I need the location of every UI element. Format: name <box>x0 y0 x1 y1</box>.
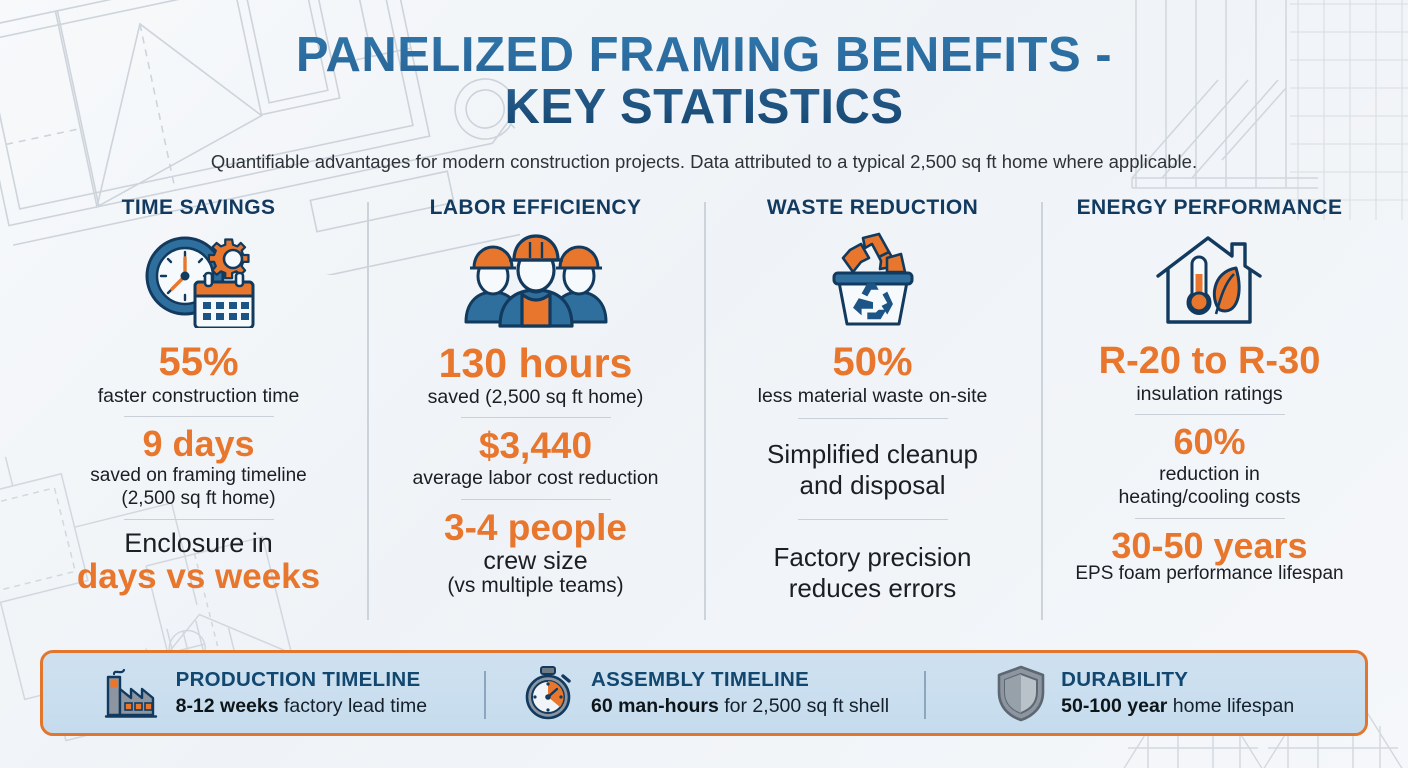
construction-workers-icon <box>460 232 612 328</box>
column-labor-efficiency: LABOR EFFICIENCY <box>367 196 704 624</box>
page-subtitle: Quantifiable advantages for modern const… <box>210 150 1198 172</box>
stat-block: 3-4 people crew size (vs multiple teams) <box>379 506 692 598</box>
stat-value: 30-50 years <box>1111 524 1308 566</box>
bottom-item-highlight: 50-100 year <box>1061 694 1168 717</box>
stat-block: 130 hours saved (2,500 sq ft home) <box>379 328 692 409</box>
stat-value: R-20 to R-30 <box>1098 340 1321 382</box>
bottom-item-assembly-timeline: ASSEMBLY TIMELINE 60 man-hours for 2,500… <box>483 653 925 733</box>
bottom-item-highlight: 60 man-hours <box>590 694 719 717</box>
stat-label: average labor cost reduction <box>412 467 659 490</box>
divider <box>460 498 611 500</box>
stat-label-line2: heating/cooling costs <box>1118 486 1301 509</box>
header: PANELIZED FRAMING BENEFITS - KEY STATIST… <box>0 0 1408 173</box>
column-title: WASTE REDUCTION <box>766 196 979 219</box>
stat-label: faster construction time <box>97 385 300 408</box>
eco-house-thermometer-icon <box>1150 232 1270 328</box>
divider <box>123 416 274 418</box>
bottom-item-text: PRODUCTION TIMELINE 8-12 weeks factory l… <box>176 668 427 718</box>
stat-label-line1: crew size <box>483 546 588 575</box>
bottom-item-production-timeline: PRODUCTION TIMELINE 8-12 weeks factory l… <box>43 653 484 733</box>
stat-label: insulation ratings <box>1136 383 1283 406</box>
stat-label-line2: (2,500 sq ft home) <box>121 487 276 509</box>
divider <box>797 519 948 521</box>
bottom-item-text: ASSEMBLY TIMELINE 60 man-hours for 2,500… <box>591 668 889 718</box>
stat-text-line2: reduces errors <box>788 573 957 604</box>
bottom-item-subtitle: 50-100 year home lifespan <box>1061 695 1294 718</box>
stat-block: 9 days saved on framing timeline (2,500 … <box>42 425 355 509</box>
stat-block: $3,440 average labor cost reduction <box>379 426 692 489</box>
divider <box>1134 414 1285 416</box>
column-energy-performance: ENERGY PERFORMANCE <box>1041 196 1378 624</box>
stat-label-line1: saved on framing timeline <box>90 465 307 487</box>
page-title-line1: PANELIZED FRAMING BENEFITS - <box>295 28 1113 82</box>
stat-label-line2: (vs multiple teams) <box>447 574 624 598</box>
page-title-line2: KEY STATISTICS <box>504 79 904 134</box>
factory-icon <box>100 665 162 721</box>
bottom-item-rest: home lifespan <box>1167 694 1295 717</box>
stat-label: saved (2,500 sq ft home) <box>427 386 644 409</box>
stat-value: 3-4 people <box>444 506 627 548</box>
stat-block: 30-50 years EPS foam performance lifespa… <box>1053 524 1366 586</box>
bottom-item-rest: for 2,500 sq ft shell <box>718 694 890 717</box>
divider <box>797 418 948 420</box>
stat-text-line1: Simplified cleanup <box>766 439 978 470</box>
bottom-item-rest: factory lead time <box>278 694 428 717</box>
stat-value: 9 days <box>142 423 255 465</box>
bottom-item-text: DURABILITY 50-100 year home lifespan <box>1061 668 1294 718</box>
stat-value: 60% <box>1173 421 1246 463</box>
bottom-item-subtitle: 8-12 weeks factory lead time <box>176 695 427 718</box>
bottom-item-title: DURABILITY <box>1061 668 1189 691</box>
bottom-item-title: PRODUCTION TIMELINE <box>175 668 421 691</box>
divider <box>123 518 274 520</box>
stat-block: R-20 to R-30 insulation ratings <box>1053 328 1366 405</box>
column-title: TIME SAVINGS <box>121 196 276 219</box>
bottom-item-subtitle: 60 man-hours for 2,500 sq ft shell <box>591 695 889 718</box>
stat-label: less material waste on-site <box>757 385 988 408</box>
page-title: PANELIZED FRAMING BENEFITS - KEY STATIST… <box>0 30 1408 134</box>
bottom-item-durability: DURABILITY 50-100 year home lifespan <box>924 653 1365 733</box>
bottom-item-highlight: 8-12 weeks <box>175 694 279 717</box>
stat-value: $3,440 <box>478 425 593 467</box>
stat-block: Enclosure in days vs weeks <box>42 528 355 597</box>
stat-text-line1: Factory precision <box>773 542 972 573</box>
stat-value: 50% <box>832 340 913 384</box>
divider <box>1134 517 1285 519</box>
stat-columns: TIME SAVINGS <box>30 196 1378 624</box>
stat-text-line2: days vs weeks <box>76 556 321 596</box>
shield-icon <box>995 664 1047 722</box>
column-title: LABOR EFFICIENCY <box>429 196 642 219</box>
stat-value: 130 hours <box>438 340 633 386</box>
column-waste-reduction: WASTE REDUCTION <box>704 196 1041 624</box>
stat-label: EPS foam performance lifespan <box>1075 563 1344 585</box>
stat-label-line1: reduction in <box>1159 463 1260 486</box>
stat-block: 60% reduction in heating/cooling costs <box>1053 421 1366 509</box>
recycle-bin-icon <box>817 232 929 328</box>
stat-text-line1: Enclosure in <box>124 527 273 558</box>
stat-block: 50% less material waste on-site <box>716 328 1029 407</box>
column-time-savings: TIME SAVINGS <box>30 196 367 624</box>
stat-text-line2: and disposal <box>799 470 946 501</box>
stat-block: Factory precision reduces errors <box>716 542 1029 604</box>
bottom-summary-bar: PRODUCTION TIMELINE 8-12 weeks factory l… <box>40 650 1368 736</box>
stat-block: Simplified cleanup and disposal <box>716 439 1029 501</box>
stopwatch-icon <box>519 665 577 721</box>
column-title: ENERGY PERFORMANCE <box>1076 196 1343 219</box>
divider <box>460 417 611 419</box>
stat-value: 55% <box>158 340 239 384</box>
stat-block: 55% faster construction time <box>42 328 355 407</box>
clock-gear-calendar-icon <box>140 232 258 328</box>
bottom-item-title: ASSEMBLY TIMELINE <box>590 668 810 691</box>
